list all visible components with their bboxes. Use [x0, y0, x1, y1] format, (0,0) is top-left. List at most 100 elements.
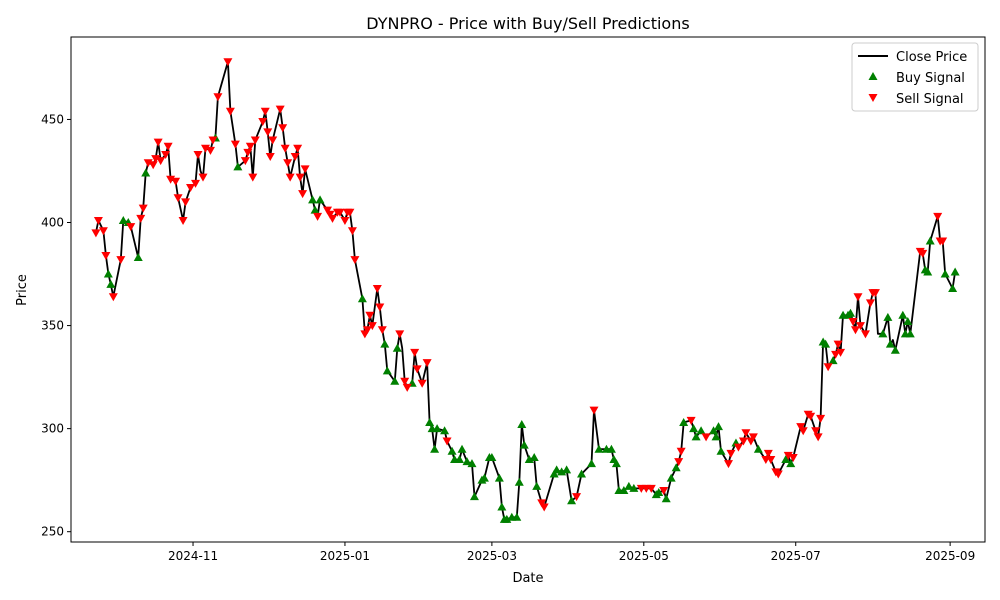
buy-signal-marker: [479, 473, 489, 482]
buy-signal-marker: [898, 310, 908, 319]
buy-signal-marker: [462, 457, 472, 466]
buy-signal-marker: [310, 205, 320, 214]
buy-signal-marker: [950, 267, 960, 276]
legend-item-buy: Buy Signal: [896, 71, 965, 86]
sell-signal-marker: [395, 330, 405, 339]
buy-signal-marker: [624, 481, 634, 490]
y-axis-label: Price: [15, 274, 30, 306]
sell-signal-marker: [250, 136, 260, 145]
buy-signal-marker: [308, 195, 318, 204]
buy-signal-marker: [469, 492, 479, 501]
sell-signal-marker: [853, 293, 863, 302]
buy-signal-marker: [878, 329, 888, 338]
sell-signal-marker: [676, 447, 686, 456]
sell-signal-marker: [223, 58, 233, 67]
sell-signal-marker: [208, 136, 218, 145]
sell-signal-marker: [833, 340, 843, 349]
sell-signal-marker: [280, 144, 290, 153]
sell-signal-marker: [362, 326, 372, 335]
sell-signal-marker: [836, 348, 846, 357]
buy-signal-marker: [940, 269, 950, 278]
sell-signal-marker: [163, 142, 173, 151]
sell-signal-marker: [205, 146, 215, 155]
buy-signal-marker: [905, 329, 915, 338]
buy-signal-marker: [549, 469, 559, 478]
buy-signal-marker: [447, 446, 457, 455]
buy-signal-marker: [315, 195, 325, 204]
sell-signal-marker: [91, 229, 101, 238]
buy-signal-marker: [141, 168, 151, 177]
sell-signal-marker: [410, 348, 420, 357]
y-tick-label: 400: [41, 216, 64, 230]
sell-signal-marker: [181, 198, 191, 207]
sell-signal-marker: [400, 377, 410, 386]
sell-signal-marker: [313, 212, 323, 221]
buy-signal-marker: [671, 463, 681, 472]
buy-signal-marker: [567, 496, 577, 505]
sell-signal-marker: [300, 165, 310, 174]
y-tick-label: 250: [41, 525, 64, 539]
buy-signal-marker: [716, 446, 726, 455]
sell-signal-marker: [701, 433, 711, 442]
sell-signal-marker: [285, 173, 295, 182]
sell-signal-marker: [166, 175, 176, 184]
buy-signal-marker: [380, 339, 390, 348]
sell-signal-marker: [178, 216, 188, 225]
y-axis: 250 300 350 400 450: [41, 112, 71, 539]
buy-signal-marker: [666, 473, 676, 482]
sell-signal-marker: [848, 317, 858, 326]
buy-signal-marker: [619, 485, 629, 494]
buy-signal-marker: [654, 488, 664, 497]
buy-signal-marker: [494, 473, 504, 482]
sell-signal-marker: [335, 208, 345, 217]
sell-signal-marker: [278, 124, 288, 133]
sell-signal-marker: [788, 453, 798, 462]
sell-signal-marker: [225, 107, 235, 116]
sell-signal-marker: [161, 150, 171, 159]
sell-signal-marker: [108, 293, 118, 302]
sell-signal-marker: [171, 177, 181, 186]
sell-signal-marker: [417, 379, 427, 388]
sell-signal-marker: [230, 140, 240, 149]
sell-signal-marker: [93, 216, 103, 225]
buy-signal-marker: [432, 424, 442, 433]
sell-signal-marker: [773, 470, 783, 479]
legend: Close Price Buy Signal Sell Signal: [851, 42, 979, 112]
sell-signal-marker: [372, 284, 382, 293]
buy-signal-marker: [517, 420, 527, 429]
buy-signal-marker: [514, 477, 524, 486]
sell-signal-marker: [539, 503, 549, 512]
buy-signal-marker: [587, 459, 597, 468]
legend-buy-marker: [868, 72, 878, 80]
sell-signal-marker: [156, 157, 166, 166]
buy-signal-marker: [925, 236, 935, 245]
sell-signal-marker: [243, 148, 253, 157]
sell-signal-marker: [766, 456, 776, 465]
sell-signal-marker: [798, 427, 808, 436]
sell-signal-marker: [850, 326, 860, 335]
buy-signal-marker: [133, 253, 143, 262]
sell-signal-marker: [572, 493, 582, 502]
sell-signal-marker: [263, 128, 273, 137]
sell-signal-marker: [350, 256, 360, 265]
buy-signal-marker: [629, 483, 639, 492]
sell-signal-marker: [345, 208, 355, 217]
buy-signal-marker: [606, 444, 616, 453]
sell-signal-marker: [537, 499, 547, 508]
sell-signal-marker: [377, 326, 387, 335]
legend-item-close: Close Price: [896, 50, 967, 65]
buy-signal-marker: [577, 469, 587, 478]
buy-signal-marker: [696, 426, 706, 435]
sell-signal-marker: [136, 214, 146, 223]
sell-signal-marker: [686, 416, 696, 425]
buy-signal-marker: [457, 444, 467, 453]
sell-signal-marker: [258, 118, 268, 127]
buy-signal-marker: [903, 316, 913, 325]
sell-signal-marker: [198, 173, 208, 182]
buy-signal-marker: [512, 512, 522, 521]
sell-signal-marker: [918, 249, 928, 258]
sell-signal-marker: [823, 363, 833, 372]
buy-signal-marker: [233, 162, 243, 171]
x-tick-label: 2025-07: [771, 549, 821, 563]
sell-signal-marker: [173, 194, 183, 203]
